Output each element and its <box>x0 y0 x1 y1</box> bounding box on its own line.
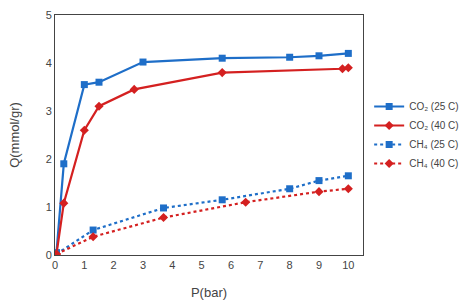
svg-text:0: 0 <box>46 249 52 261</box>
svg-text:4: 4 <box>169 259 175 271</box>
svg-text:Q(mmol/gr): Q(mmol/gr) <box>7 102 22 168</box>
svg-text:CO₂ (25 C): CO₂ (25 C) <box>409 101 458 112</box>
svg-text:6: 6 <box>228 259 234 271</box>
svg-text:3: 3 <box>46 105 52 117</box>
svg-text:CH₄ (40 C): CH₄ (40 C) <box>409 158 458 169</box>
svg-text:5: 5 <box>199 259 205 271</box>
svg-text:10: 10 <box>342 259 354 271</box>
svg-text:CH₄ (25 C): CH₄ (25 C) <box>409 139 458 150</box>
svg-text:9: 9 <box>316 259 322 271</box>
svg-text:2: 2 <box>46 153 52 165</box>
svg-text:7: 7 <box>257 259 263 271</box>
svg-text:P(bar): P(bar) <box>191 285 227 300</box>
svg-text:2: 2 <box>111 259 117 271</box>
svg-text:1: 1 <box>81 259 87 271</box>
svg-text:4: 4 <box>46 57 52 69</box>
svg-text:0: 0 <box>52 259 58 271</box>
svg-text:5: 5 <box>46 9 52 21</box>
svg-text:8: 8 <box>287 259 293 271</box>
svg-text:CO₂ (40 C): CO₂ (40 C) <box>409 120 458 131</box>
svg-text:3: 3 <box>140 259 146 271</box>
svg-text:1: 1 <box>46 201 52 213</box>
